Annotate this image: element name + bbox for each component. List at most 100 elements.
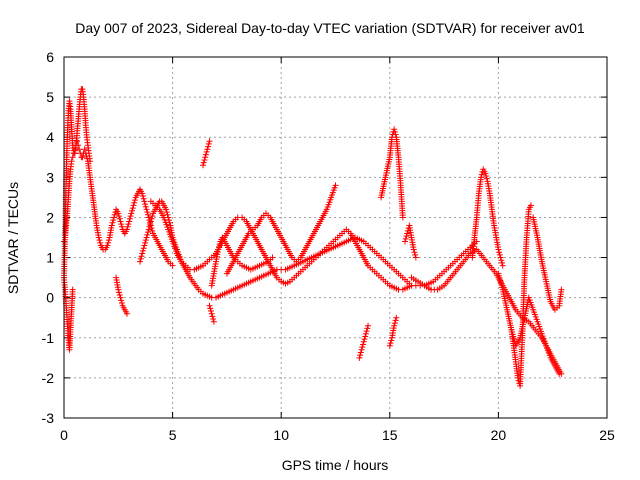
data-point bbox=[360, 341, 367, 348]
data-point bbox=[200, 159, 207, 166]
data-point bbox=[139, 193, 146, 200]
data-point bbox=[392, 317, 399, 324]
data-point bbox=[408, 282, 415, 289]
data-point bbox=[556, 370, 563, 377]
grid bbox=[64, 57, 607, 418]
data-point bbox=[411, 249, 418, 256]
data-point bbox=[404, 230, 411, 237]
data-point bbox=[356, 354, 363, 361]
y-tick-label: 0 bbox=[46, 290, 54, 306]
data-point bbox=[391, 322, 398, 329]
data-point bbox=[164, 211, 171, 218]
series-track-p bbox=[469, 166, 506, 269]
data-point bbox=[149, 213, 156, 220]
data-point bbox=[482, 170, 489, 177]
data-point bbox=[388, 337, 395, 344]
data-point bbox=[131, 197, 138, 204]
data-point bbox=[169, 262, 176, 269]
data-point bbox=[201, 156, 208, 163]
data-point bbox=[110, 214, 117, 221]
data-point bbox=[483, 172, 490, 179]
x-tick-label: 10 bbox=[273, 427, 289, 443]
data-point bbox=[496, 251, 503, 258]
data-point bbox=[216, 241, 223, 248]
data-point bbox=[203, 148, 210, 155]
y-tick-label: 5 bbox=[46, 89, 54, 105]
chart-title: Day 007 of 2023, Sidereal Day-to-day VTE… bbox=[75, 20, 585, 36]
data-point bbox=[128, 210, 135, 217]
data-point bbox=[207, 305, 214, 312]
data-point bbox=[163, 209, 170, 216]
data-point bbox=[115, 210, 122, 217]
data-point bbox=[118, 223, 125, 230]
data-point bbox=[208, 310, 215, 317]
data-point bbox=[69, 286, 76, 293]
data-point bbox=[140, 245, 147, 252]
data-point bbox=[558, 286, 565, 293]
data-point bbox=[137, 255, 144, 262]
y-tick-label: 2 bbox=[46, 209, 54, 225]
x-tick-label: 15 bbox=[382, 427, 398, 443]
data-point bbox=[166, 219, 173, 226]
data-point bbox=[68, 158, 75, 165]
data-point bbox=[363, 328, 370, 335]
data-point bbox=[402, 238, 409, 245]
series-track-k bbox=[356, 322, 372, 361]
series-track-l bbox=[378, 126, 406, 221]
data-point bbox=[144, 231, 151, 238]
plot-frame bbox=[63, 56, 608, 419]
data-point bbox=[139, 250, 146, 257]
series-track-r bbox=[508, 202, 534, 389]
data-point bbox=[116, 291, 123, 298]
data-point bbox=[129, 207, 136, 214]
data-point bbox=[412, 251, 419, 258]
data-point bbox=[497, 254, 504, 261]
series-track-c bbox=[61, 274, 76, 353]
data-point bbox=[403, 233, 410, 240]
data-point bbox=[69, 154, 76, 161]
data-point bbox=[131, 199, 138, 206]
data-point bbox=[499, 262, 506, 269]
data-point bbox=[399, 214, 406, 221]
x-tick-label: 20 bbox=[491, 427, 507, 443]
data-point bbox=[527, 202, 534, 209]
data-point bbox=[358, 346, 365, 353]
data-point bbox=[79, 154, 86, 161]
data-point bbox=[357, 352, 364, 359]
series-track-n bbox=[402, 222, 419, 261]
data-point bbox=[129, 205, 136, 212]
data-point bbox=[215, 243, 222, 250]
data-point bbox=[206, 302, 213, 309]
data-point bbox=[392, 131, 399, 138]
data-point bbox=[215, 246, 222, 253]
x-tick-label: 5 bbox=[169, 427, 177, 443]
data-point bbox=[499, 259, 506, 266]
data-point bbox=[206, 138, 213, 145]
data-point bbox=[123, 310, 130, 317]
y-axis-label: SDTVAR / TECUs bbox=[5, 182, 21, 294]
y-tick-label: -1 bbox=[42, 330, 55, 346]
data-point bbox=[118, 300, 125, 307]
data-point bbox=[126, 215, 133, 222]
x-axis-label: GPS time / hours bbox=[282, 457, 389, 473]
data-point bbox=[139, 190, 146, 197]
data-point bbox=[143, 206, 150, 213]
data-point bbox=[117, 218, 124, 225]
data-point bbox=[202, 154, 209, 161]
data-point bbox=[360, 338, 367, 345]
data-point bbox=[498, 257, 505, 264]
data-point bbox=[478, 174, 485, 181]
data-point bbox=[391, 128, 398, 135]
data-point bbox=[391, 126, 398, 133]
data-point bbox=[76, 146, 83, 153]
data-point bbox=[96, 237, 103, 244]
data-point bbox=[145, 226, 152, 233]
data-point bbox=[204, 146, 211, 153]
data-point bbox=[362, 333, 369, 340]
data-point bbox=[362, 330, 369, 337]
data-point bbox=[205, 140, 212, 147]
data-point bbox=[269, 254, 276, 261]
data-point bbox=[483, 175, 490, 182]
series-track-h bbox=[223, 182, 339, 277]
